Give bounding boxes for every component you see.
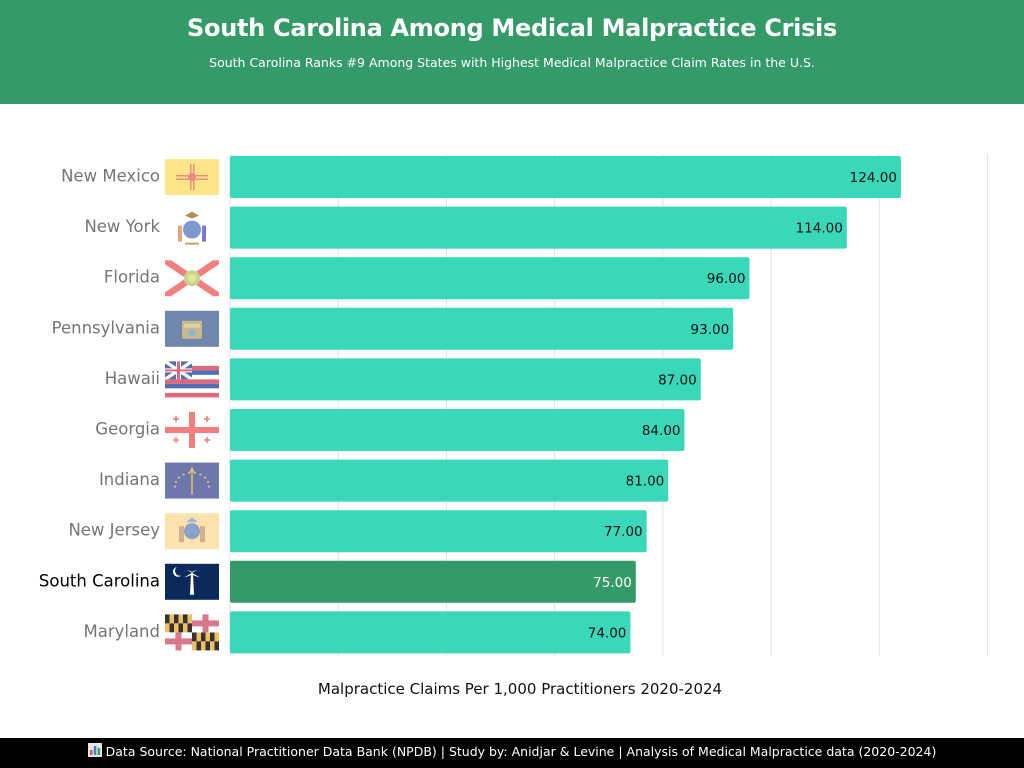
page-title: South Carolina Among Medical Malpractice… — [187, 14, 837, 42]
value-label-maryland: 74.00 — [588, 625, 627, 641]
bar-maryland — [230, 611, 631, 654]
bar-georgia — [230, 409, 685, 451]
page-subtitle: South Carolina Ranks #9 Among States wit… — [209, 55, 815, 70]
category-label-pennsylvania: Pennsylvania — [52, 318, 160, 337]
new-jersey-flag-icon — [165, 513, 219, 550]
category-label-maryland: Maryland — [83, 622, 160, 641]
new-mexico-flag-icon — [165, 159, 219, 195]
bar-indiana — [230, 459, 669, 502]
bar-chart: New Mexico 124.00 New York 114.00 Florida 96.… — [39, 154, 988, 656]
footer-bar: Data Source: National Practitioner Data … — [0, 738, 1024, 768]
footer-text: Data Source: National Practitioner Data … — [105, 744, 937, 759]
pennsylvania-flag-icon — [165, 310, 219, 347]
bar-rows: New Mexico 124.00 New York 114.00 Florida 96.… — [39, 156, 901, 654]
value-label-new-york: 114.00 — [796, 221, 843, 237]
x-axis-label: Malpractice Claims Per 1,000 Practitione… — [317, 680, 723, 698]
value-label-pennsylvania: 93.00 — [691, 322, 730, 338]
category-label-indiana: Indiana — [99, 470, 160, 489]
category-label-new-jersey: New Jersey — [68, 521, 160, 540]
header-banner: South Carolina Among Medical Malpractice… — [0, 0, 1024, 104]
bar-new-jersey — [230, 510, 647, 553]
bar-new-york — [230, 206, 847, 249]
bar-florida — [230, 257, 750, 300]
value-label-hawaii: 87.00 — [658, 372, 697, 388]
value-label-florida: 96.00 — [707, 271, 746, 287]
bar-south-carolina — [230, 560, 636, 603]
value-label-new-jersey: 77.00 — [604, 524, 643, 540]
category-label-florida: Florida — [104, 268, 160, 287]
bar-new-mexico — [230, 156, 901, 198]
maryland-flag-icon — [165, 614, 219, 651]
bar-pennsylvania — [230, 307, 734, 350]
bar-chart-icon — [87, 739, 102, 767]
value-label-new-mexico: 124.00 — [850, 170, 897, 186]
category-label-hawaii: Hawaii — [105, 369, 160, 388]
category-label-new-mexico: New Mexico — [61, 167, 160, 186]
south-carolina-flag-icon — [165, 563, 219, 600]
bar-hawaii — [230, 358, 701, 401]
florida-flag-icon — [165, 260, 219, 297]
category-label-new-york: New York — [84, 217, 160, 236]
hawaii-flag-icon — [165, 361, 219, 398]
category-label-south-carolina: South Carolina — [39, 571, 160, 590]
value-label-south-carolina: 75.00 — [593, 575, 632, 591]
value-label-georgia: 84.00 — [642, 423, 681, 439]
georgia-flag-icon — [165, 412, 219, 448]
category-label-georgia: Georgia — [95, 420, 160, 439]
indiana-flag-icon — [165, 462, 219, 499]
new-york-flag-icon — [165, 209, 219, 246]
value-label-indiana: 81.00 — [626, 474, 665, 490]
